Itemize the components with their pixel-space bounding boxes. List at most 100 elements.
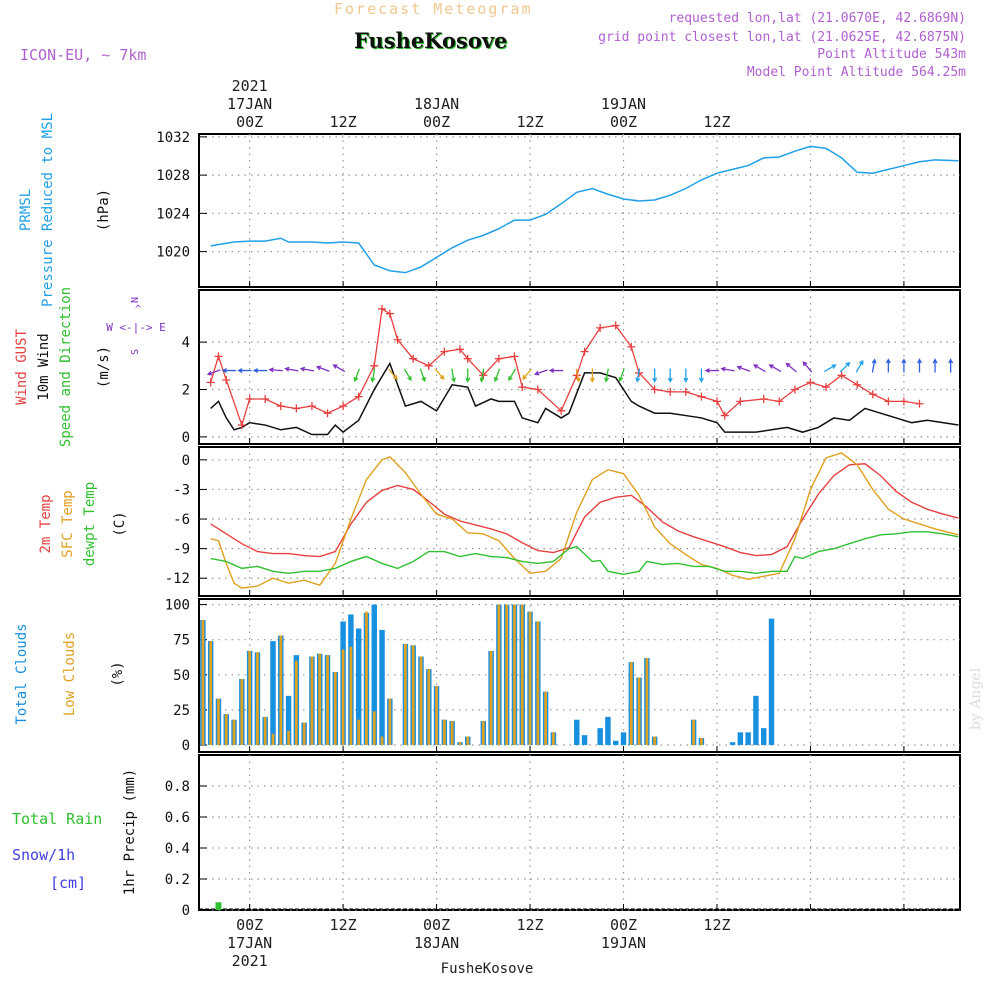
gust-marker [261,394,270,403]
y-axis-label: Total Clouds [14,623,30,724]
wind-direction-arrow [534,369,548,376]
wind-direction-arrow [465,368,471,383]
arrow-shaft [548,368,564,374]
gust-marker [245,394,254,403]
y-tick-label: -12 [165,571,190,587]
wind-direction-arrow [548,368,564,374]
gust-marker [837,371,846,380]
gust-marker [206,378,215,387]
gust-marker [557,406,566,415]
wind-direction-arrow [252,368,268,374]
arrow-shaft [871,358,877,373]
wind-direction-arrow [785,362,797,373]
low-cloud-bar [513,604,516,745]
arrow-shaft [284,366,299,372]
wind-direction-arrow [704,368,719,374]
low-cloud-bar [404,643,407,745]
total-cloud-bar [737,732,744,745]
gust-marker [775,397,784,406]
low-cloud-bar [411,645,415,745]
arrow-shaft [221,368,237,374]
gust-marker [378,304,387,313]
y-tick-label: 1032 [156,130,190,146]
gust-marker [822,383,831,392]
arrow-shaft [704,368,719,374]
arrow-shaft [802,361,813,373]
gust-marker [440,347,449,356]
legend-snow: Snow/1h [12,846,75,864]
gust-marker [518,383,527,392]
wind-direction-arrow [736,365,751,372]
y-tick-label: 50 [173,668,190,684]
y-tick-label: 0 [182,738,190,754]
gust-marker [455,345,464,354]
low-cloud-bar [419,656,423,745]
arrow-shaft [388,368,398,381]
total-cloud-bar [768,618,775,745]
y-axis-label: 2m Temp [38,494,54,553]
total-cloud-bar [581,735,588,745]
wind-direction-arrow [720,366,735,372]
gust-marker [868,390,877,399]
legend-total-rain: Total Rain [12,810,102,828]
low-cloud-bar [295,660,298,745]
arrow-shaft [885,358,891,373]
y-tick-label: 0.4 [165,841,190,857]
total-cloud-bar [760,728,767,745]
wind-direction-arrow [753,364,766,373]
low-cloud-bar [248,650,251,745]
compass-north: N [130,297,141,303]
y-axis-label: (m/s) [96,346,112,388]
gust-marker [806,378,815,387]
low-cloud-bar [326,655,329,745]
wind-direction-arrow [575,368,581,383]
y-tick-label: -6 [173,512,190,528]
low-cloud-bar [427,669,431,745]
time-label-bottom: 12Z [330,916,357,934]
time-label-top: 12Z [703,113,730,131]
arrow-shaft [652,368,658,383]
arrow-shaft [268,367,283,373]
wind-direction-arrow [871,358,877,373]
wind-direction-arrow [917,358,922,373]
time-label-top: 12Z [330,113,357,131]
y-tick-label: 1024 [156,206,190,222]
time-label-top: 12Z [516,113,543,131]
total-cloud-bar [379,629,385,745]
y-tick-label: 0 [182,430,190,446]
pressure-line [210,145,959,274]
arrow-shaft [604,368,610,383]
wind-direction-arrow [589,368,595,383]
gust-marker [307,402,316,411]
gust-marker [463,354,472,363]
low-cloud-bar [341,649,345,745]
y-tick-label: 25 [173,703,190,719]
arrow-shaft [451,368,456,383]
compass-north-arrow: ^ [135,304,141,315]
gust-marker [214,352,223,361]
low-cloud-bar [505,604,509,745]
low-cloud-bar [201,620,205,745]
total-cloud-bar [729,742,736,745]
arrow-shaft [753,364,766,373]
arrow-shaft [683,368,689,383]
arrow-shaft [736,365,751,372]
gust-marker [323,409,332,418]
wind-direction-arrow [855,359,864,373]
arrow-shaft [667,368,673,383]
low-cloud-bar [209,641,213,745]
arrow-shaft [508,368,517,382]
gust-marker [409,354,418,363]
arrow-shaft [353,368,360,383]
wind-direction-arrow [332,364,346,373]
wind-direction-arrow [370,368,376,383]
time-label-top: 00Z [236,113,263,131]
time-label-bottom: 18JAN [414,934,459,952]
gust-marker [292,404,301,413]
rain-bar [215,902,222,910]
low-cloud-bar [692,719,695,745]
y-tick-label: 1028 [156,168,190,184]
time-label-top: 19JAN [601,95,646,113]
total-cloud-bar [745,732,751,745]
y-tick-label: 0.8 [165,779,190,795]
